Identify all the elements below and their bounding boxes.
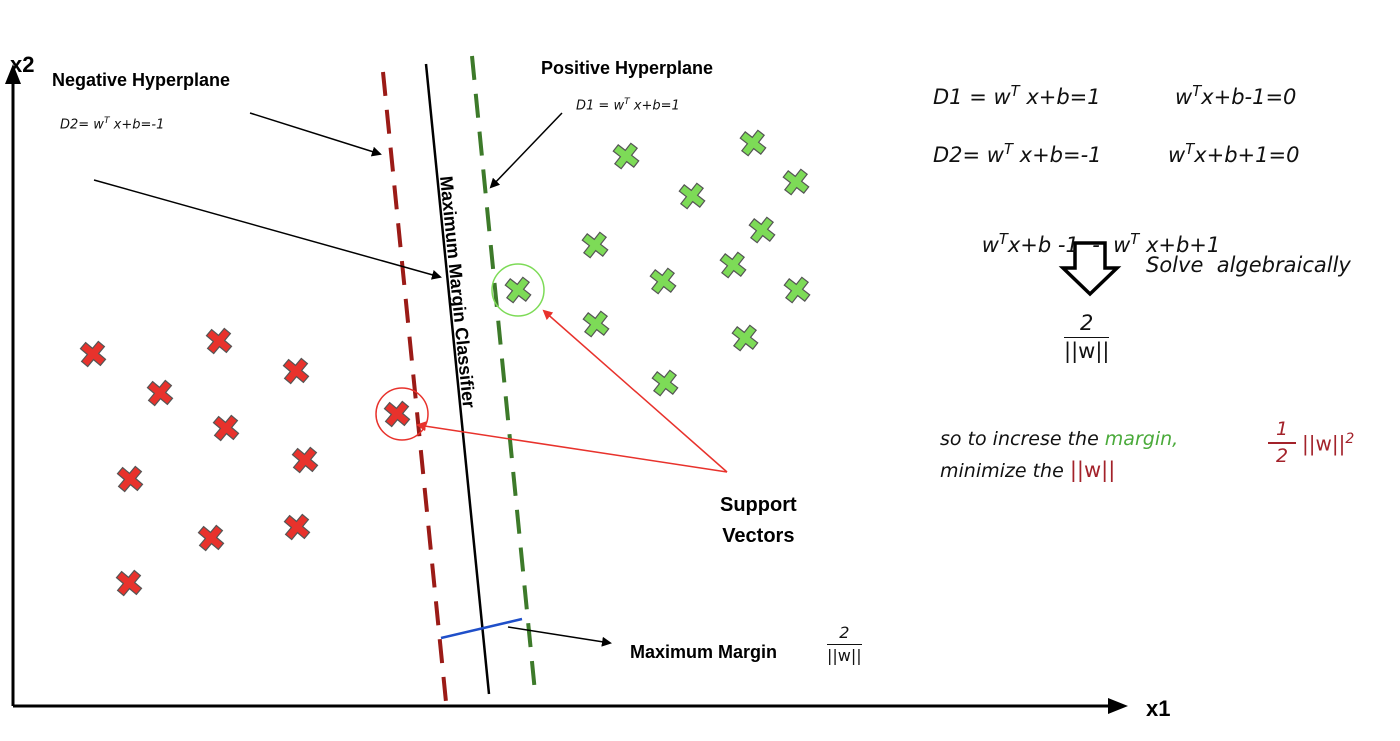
positive-point-2 <box>739 129 767 157</box>
negative-point-4 <box>146 379 174 407</box>
negative-point-1 <box>79 340 107 368</box>
positive-hyperplane-label: Positive Hyperplane <box>541 58 714 78</box>
positive-hyperplane-line <box>470 55 537 693</box>
objective-numerator: 1 <box>1275 418 1289 440</box>
negative-point-9 <box>197 524 225 552</box>
objective-fraction: 1 2 <box>1268 420 1296 466</box>
solve-down-arrow-icon <box>1058 241 1122 297</box>
objective-norm: ||w||2 <box>1302 430 1355 456</box>
result-fraction: 2 ||w|| <box>1064 311 1110 363</box>
support-vector-circle-positive <box>491 263 545 317</box>
positive-hyperplane-arrow <box>489 112 563 189</box>
objective-denominator: 2 <box>1275 445 1289 467</box>
equation-d1: D1 = wT x+b=1 <box>933 83 1101 109</box>
negative-point-5 <box>212 414 240 442</box>
positive-point-4 <box>782 168 810 196</box>
positive-point-6 <box>581 231 609 259</box>
negative-point-6 <box>291 446 319 474</box>
norm-w-red: ||w|| <box>1069 458 1116 482</box>
support-vectors-label-line2: Vectors <box>722 525 795 547</box>
negative-point-8 <box>283 513 311 541</box>
maximum-margin-numerator: 2 <box>839 623 850 642</box>
positive-point-10 <box>582 310 610 338</box>
result-numerator: 2 <box>1080 311 1094 335</box>
negative-hyperplane-label: Negative Hyperplane <box>52 70 231 90</box>
classifier-arrow <box>93 179 442 280</box>
support-vector-circle-negative <box>375 387 429 441</box>
y-axis-label: x2 <box>10 52 35 77</box>
positive-point-7 <box>649 267 677 295</box>
negative-point-10 <box>115 569 143 597</box>
margin-width-line <box>440 617 523 640</box>
increase-margin-text: so to increse the margin, minimize the |… <box>940 428 1179 482</box>
positive-hyperplane-equation: D1 = wT x+b=1 <box>576 97 680 114</box>
positive-point-12 <box>651 369 679 397</box>
result-denominator: ||w|| <box>1064 339 1110 363</box>
maximum-margin-label: Maximum Margin <box>630 642 778 662</box>
maximum-margin-arrow <box>507 626 612 647</box>
positive-point-3 <box>678 182 706 210</box>
positive-point-5 <box>748 216 776 244</box>
y-axis-arrowhead <box>5 64 21 84</box>
maximum-margin-classifier-line <box>424 63 491 695</box>
positive-point-8 <box>719 251 747 279</box>
maximum-margin-denominator: ||w|| <box>827 646 862 665</box>
negative-hyperplane-equation: D2= wT x+b=-1 <box>60 116 165 133</box>
equation-d1-rearranged: wTx+b-1=0 <box>1175 83 1297 109</box>
negative-point-3 <box>282 357 310 385</box>
support-vector-arrow-negative <box>416 421 728 473</box>
negative-hyperplane-line <box>381 71 448 703</box>
positive-point-11 <box>731 324 759 352</box>
negative-hyperplane-arrow <box>249 112 382 157</box>
support-vectors-label-line1: Support <box>720 494 797 516</box>
support-vectors-label: Support Vectors <box>720 490 797 552</box>
equation-d2: D2= wT x+b=-1 <box>933 141 1102 167</box>
positive-point-1 <box>612 142 640 170</box>
positive-point-9 <box>783 276 811 304</box>
x-axis-arrowhead <box>1108 698 1128 714</box>
equation-difference: wTx+b -1 - wT x+b+1 <box>981 231 1221 257</box>
negative-point-11 <box>383 400 411 428</box>
margin-word: margin, <box>1104 428 1179 450</box>
maximum-margin-fraction: 2 ||w|| <box>827 625 862 664</box>
objective-expression: 1 2 ||w||2 <box>1268 420 1354 466</box>
solve-algebraically-text: Solve algebraically <box>1146 253 1351 277</box>
negative-point-7 <box>116 465 144 493</box>
x-axis-label: x1 <box>1146 696 1171 721</box>
equation-d2-rearranged: wTx+b+1=0 <box>1168 141 1300 167</box>
positive-point-13 <box>504 276 532 304</box>
support-vector-arrow-positive <box>542 309 728 473</box>
negative-point-2 <box>205 327 233 355</box>
